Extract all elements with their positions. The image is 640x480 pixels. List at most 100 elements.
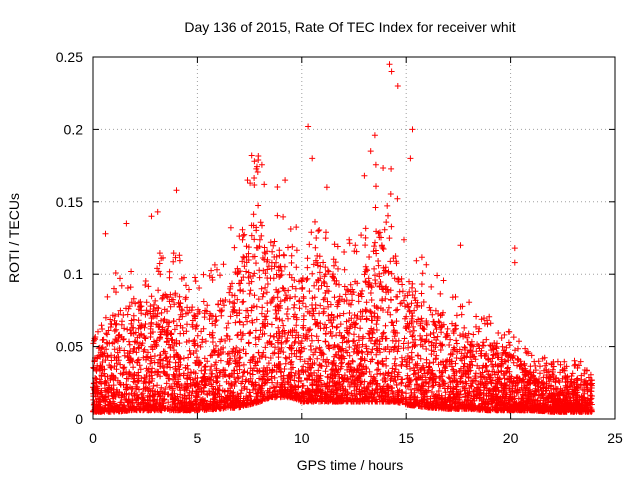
data-point [255,336,262,343]
data-point [191,342,198,349]
data-point [563,363,570,370]
data-point [298,344,305,351]
data-point [456,346,463,353]
data-point [171,326,178,333]
data-point [251,270,258,277]
data-point [131,371,138,378]
data-point [118,321,125,328]
data-point [428,339,435,346]
data-point [577,358,584,365]
data-point [494,407,501,414]
data-point [196,386,203,393]
data-point [568,402,575,408]
data-point [322,331,329,337]
data-point [473,384,480,391]
data-point [299,275,306,282]
data-point [493,391,500,398]
data-point [99,326,106,332]
data-point [248,232,255,239]
data-point [391,360,398,367]
data-point [213,359,219,366]
data-point [161,389,167,396]
data-point [312,387,319,393]
data-point [414,375,421,382]
data-point [308,229,315,236]
data-point [282,389,289,396]
data-point [388,165,395,172]
data-point [576,408,583,415]
data-point [287,381,294,388]
data-point [179,324,186,331]
data-point [374,345,381,352]
data-point [173,380,180,387]
data-point [546,378,553,385]
data-point [381,226,388,233]
data-point [457,365,464,372]
data-point [171,400,178,406]
data-point [457,332,463,339]
data-point [468,342,475,349]
data-point [143,402,150,409]
data-point [351,331,357,338]
data-point [420,364,427,371]
data-point [268,259,275,266]
data-point [406,278,412,285]
data-point [483,390,490,397]
data-point [269,366,276,373]
data-point [292,370,299,376]
data-point [466,299,473,306]
data-point [245,250,252,257]
data-point [110,382,117,389]
data-point [158,309,165,316]
data-point [287,226,294,232]
data-point [370,394,377,401]
data-point [415,316,422,323]
data-point [117,307,124,314]
data-point [453,340,460,347]
data-point [331,344,338,351]
data-point [420,326,427,332]
data-point [436,367,443,374]
data-point [145,407,152,414]
data-point [396,288,403,295]
data-point [407,365,413,372]
data-point [164,294,171,301]
data-point [322,264,329,271]
data-point [362,242,369,249]
data-point [143,365,150,372]
data-point [268,373,275,380]
data-point [498,335,505,341]
data-point [306,373,313,380]
data-point [502,382,509,389]
data-point [145,380,152,386]
data-point [252,385,259,392]
data-point [147,360,154,367]
data-point [380,165,387,171]
data-point [144,368,151,374]
data-point [269,248,276,255]
data-point [111,328,118,334]
data-point [301,358,308,365]
data-point [515,345,521,352]
data-point [249,317,256,324]
data-point [240,361,247,368]
data-point [532,367,539,374]
data-point [256,243,263,250]
data-point [161,364,168,371]
data-point [428,283,435,290]
data-point [411,343,418,349]
data-point [397,300,404,307]
data-point [330,366,336,372]
data-point [271,333,278,340]
data-point [468,358,475,365]
data-point [194,332,201,339]
data-point [373,250,380,257]
data-point [562,401,568,408]
data-point [385,212,391,219]
data-point [445,383,452,390]
data-point [245,274,252,281]
data-point [296,297,303,304]
data-point [201,404,208,411]
data-point [418,254,425,261]
data-point [168,331,175,338]
